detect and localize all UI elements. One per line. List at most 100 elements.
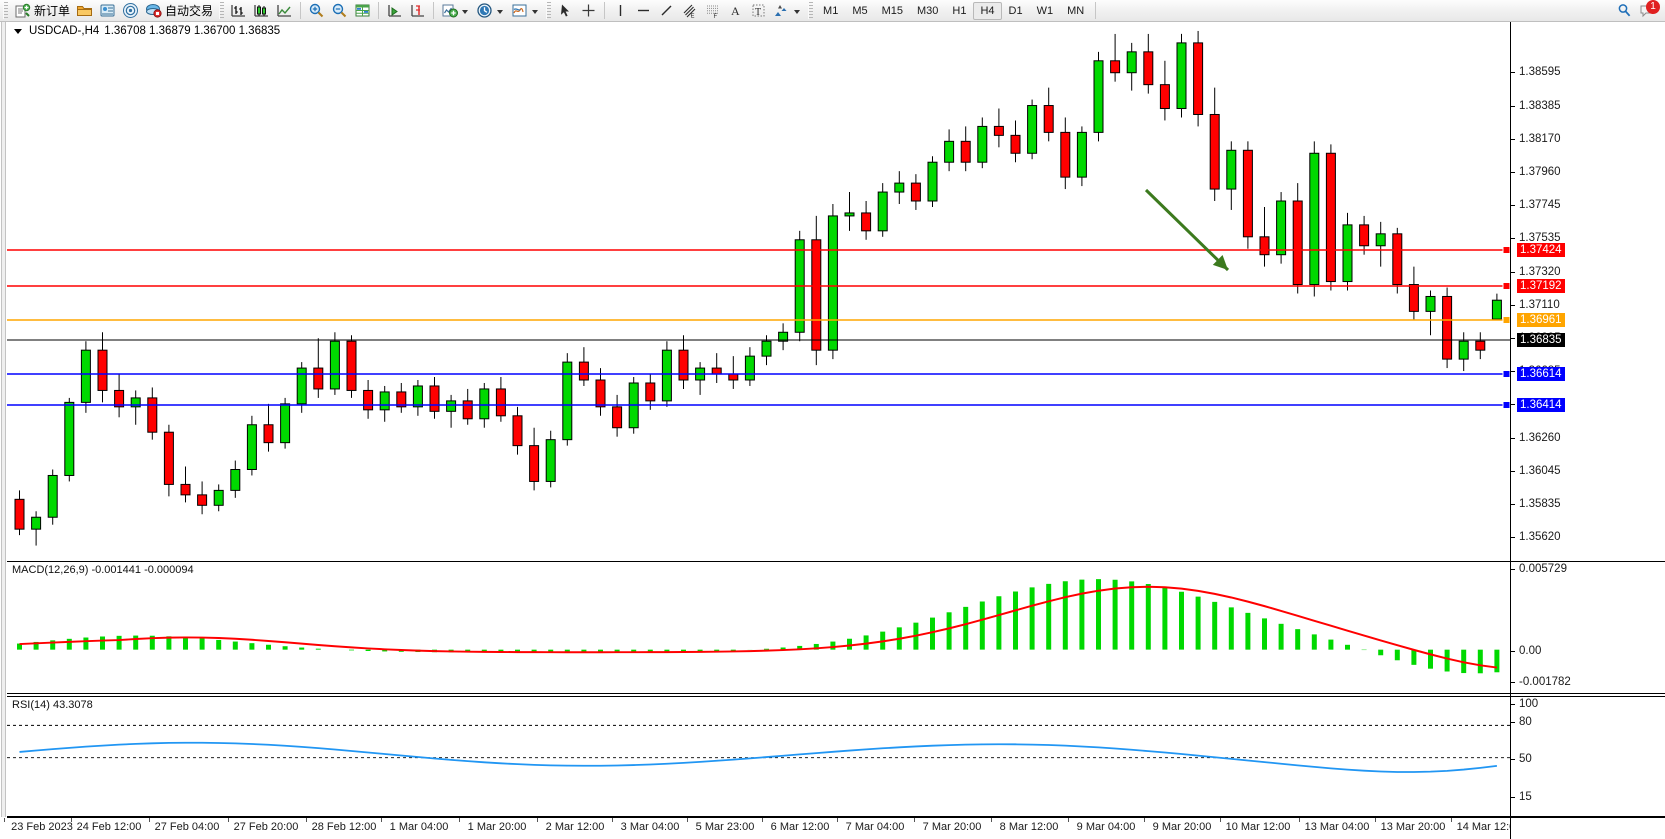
messages-button[interactable]: 1 xyxy=(1636,0,1660,21)
time-tick xyxy=(459,818,460,822)
macd-tick-label: 0.00 xyxy=(1519,645,1542,657)
toolbar-grip-2[interactable] xyxy=(219,2,225,19)
svg-text:A: A xyxy=(731,4,740,18)
timeframe-m30[interactable]: M30 xyxy=(917,4,939,17)
candle xyxy=(130,390,141,425)
timeframe-mn[interactable]: MN xyxy=(1067,4,1085,17)
shapes-button[interactable] xyxy=(770,1,805,21)
horizontal-line-button[interactable] xyxy=(632,1,655,21)
candle xyxy=(827,203,838,360)
zoom-in-button[interactable] xyxy=(305,1,328,21)
profile-button[interactable] xyxy=(96,1,119,21)
macd-label: MACD(12,26,9) -0.001441 -0.000094 xyxy=(10,564,196,576)
pivot-line-handle xyxy=(1502,316,1510,324)
support-line-1-label[interactable]: 1.36614 xyxy=(1517,367,1565,381)
candle xyxy=(960,126,971,172)
toolbar-grip-3[interactable] xyxy=(546,2,552,19)
rsi-pane[interactable]: RSI(14) 43.3078 xyxy=(7,696,1510,817)
shapes-chevron-down-icon[interactable] xyxy=(794,9,801,14)
bar-chart-button[interactable] xyxy=(227,1,250,21)
pivot-line[interactable] xyxy=(7,316,1510,324)
time-tick-label: 27 Feb 04:00 xyxy=(154,821,220,833)
text-button[interactable]: A xyxy=(724,1,747,21)
candle xyxy=(329,332,340,395)
period-button[interactable] xyxy=(473,1,508,21)
shift-end-button[interactable] xyxy=(406,1,429,21)
autotrade-button[interactable]: 自动交易 xyxy=(142,1,216,21)
trend-line-icon xyxy=(658,2,675,19)
candlestick-chart-button[interactable] xyxy=(250,1,273,21)
support-line-1[interactable] xyxy=(7,370,1510,378)
new-order-button[interactable]: 新订单 xyxy=(11,1,73,21)
candle xyxy=(562,353,573,446)
candle xyxy=(1060,117,1071,190)
time-tick-label: 8 Mar 12:00 xyxy=(999,821,1059,833)
resistance-line-2-label[interactable]: 1.37192 xyxy=(1517,279,1565,293)
crosshair-button[interactable] xyxy=(577,1,600,21)
timeframe-m15[interactable]: M15 xyxy=(881,4,903,17)
resistance-line-1[interactable] xyxy=(7,246,1510,254)
candle xyxy=(545,430,556,488)
time-tick xyxy=(687,818,688,822)
line-chart-icon xyxy=(276,2,293,19)
toolbar-grip[interactable] xyxy=(3,2,8,19)
vertical-line-button[interactable] xyxy=(609,1,632,21)
cursor-button[interactable] xyxy=(554,1,577,21)
timeframe-d1[interactable]: D1 xyxy=(1008,4,1023,17)
data-window-button[interactable] xyxy=(351,1,374,21)
price-tick xyxy=(1511,205,1515,206)
svg-text:T: T xyxy=(755,7,761,18)
add-indicator-icon xyxy=(441,2,459,19)
shift-start-button[interactable] xyxy=(383,1,406,21)
pivot-line-label[interactable]: 1.36961 xyxy=(1517,313,1565,327)
equidistant-channel-button[interactable]: E xyxy=(678,1,701,21)
price-pane[interactable]: USDCAD-,H4 1.36708 1.36879 1.36700 1.368… xyxy=(7,22,1510,559)
time-tick-label: 14 Mar 12:00 xyxy=(1456,821,1522,833)
line-chart-button[interactable] xyxy=(273,1,296,21)
text-label-button[interactable]: T xyxy=(747,1,770,21)
period-chevron-down-icon[interactable] xyxy=(497,9,504,14)
candle xyxy=(379,385,390,422)
folder-button[interactable] xyxy=(73,1,96,21)
chart-menu-caret-icon[interactable] xyxy=(14,28,22,34)
candle xyxy=(14,490,25,536)
fibonacci-button[interactable]: F xyxy=(701,1,724,21)
zoom-out-button[interactable] xyxy=(328,1,351,21)
support-line-2-label[interactable]: 1.36414 xyxy=(1517,398,1565,412)
candle xyxy=(1076,126,1087,187)
candle xyxy=(363,380,374,419)
timeframe-m5[interactable]: M5 xyxy=(852,4,868,17)
chart-area[interactable]: 1.38595 1.38385 1.38170 1.37960 1.37745 1.375… xyxy=(0,22,1665,839)
candle xyxy=(1375,221,1386,267)
time-axis[interactable]: 23 Feb 2023 24 Feb 12:00 27 Feb 04:00 27 Fe… xyxy=(4,817,1521,839)
last-price-line-label[interactable]: 1.36835 xyxy=(1517,333,1565,347)
add-indicator-button[interactable] xyxy=(438,1,473,21)
timeframe-w1[interactable]: W1 xyxy=(1036,4,1054,17)
resistance-line-2[interactable] xyxy=(7,282,1510,290)
downtrend-arrow[interactable] xyxy=(1144,188,1230,272)
time-tick xyxy=(1299,818,1300,822)
toolbar-grip-4[interactable] xyxy=(808,2,814,19)
candlestick-canvas xyxy=(7,30,1510,546)
toolbar-separator-2 xyxy=(378,2,380,19)
candle xyxy=(263,403,274,452)
support-line-2[interactable] xyxy=(7,401,1510,409)
time-tick xyxy=(4,818,5,822)
timeframe-h4[interactable]: H4 xyxy=(973,1,1002,20)
time-tick xyxy=(71,818,72,822)
templates-button[interactable] xyxy=(508,1,543,21)
resistance-line-1-label[interactable]: 1.37424 xyxy=(1517,243,1565,257)
time-tick xyxy=(1451,818,1452,822)
add-indicator-chevron-down-icon[interactable] xyxy=(462,9,469,14)
search-button[interactable] xyxy=(1613,1,1636,21)
templates-chevron-down-icon[interactable] xyxy=(532,9,539,14)
candle xyxy=(1392,227,1403,294)
macd-pane[interactable]: MACD(12,26,9) -0.001441 -0.000094 xyxy=(7,561,1510,694)
time-tick xyxy=(1375,818,1376,822)
data-window-icon xyxy=(354,2,371,19)
trend-line-button[interactable] xyxy=(655,1,678,21)
timeframe-m1[interactable]: M1 xyxy=(823,4,839,17)
candle xyxy=(396,382,407,413)
timeframe-h1[interactable]: H1 xyxy=(952,4,967,17)
broadcast-button[interactable] xyxy=(119,1,142,21)
